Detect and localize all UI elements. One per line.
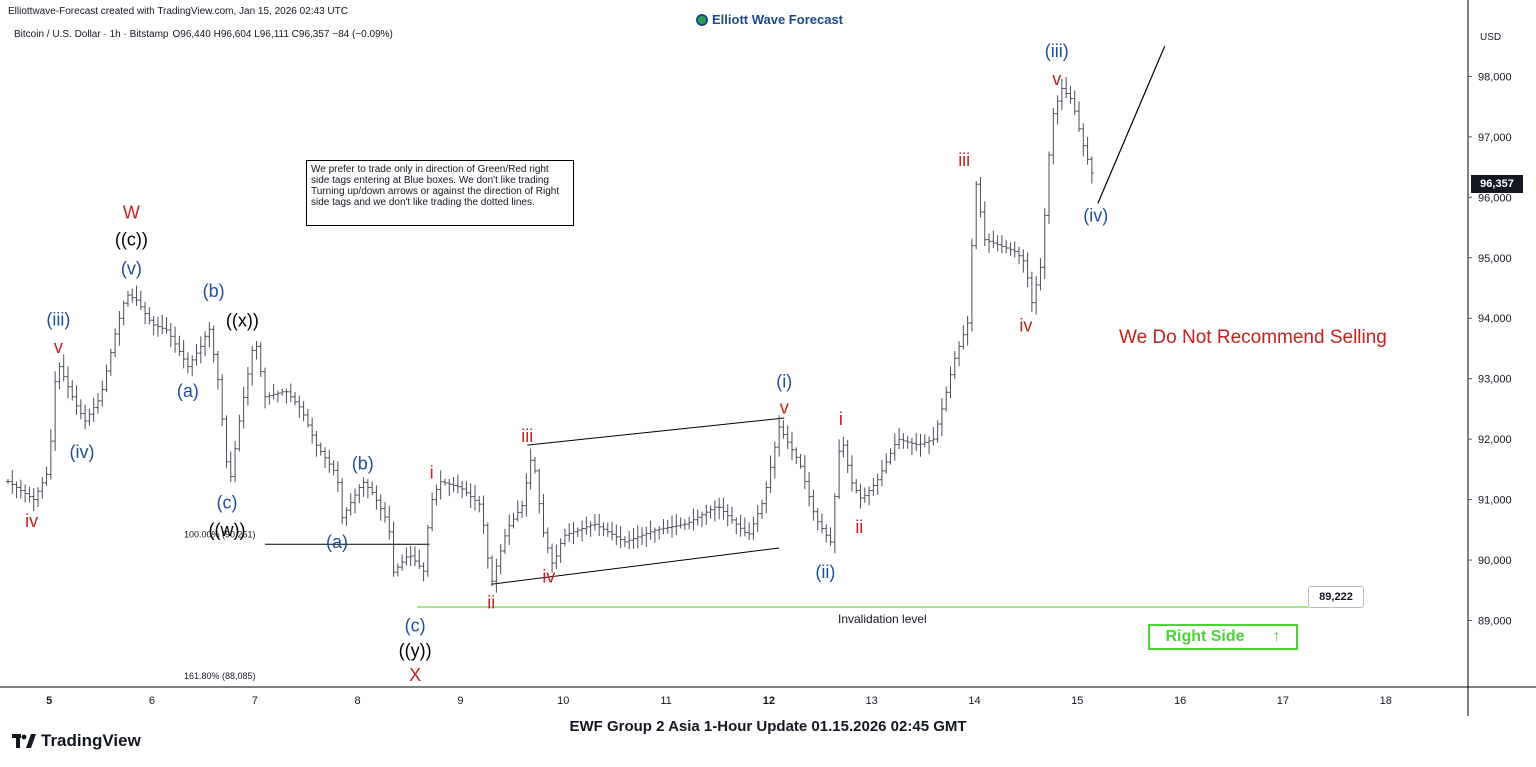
wave-label: (a): [326, 532, 348, 552]
wave-label: ii: [855, 517, 863, 537]
wave-label: iii: [958, 150, 970, 170]
x-tick-label: 15: [1071, 695, 1083, 707]
x-tick-label: 11: [660, 695, 671, 707]
wave-labels: ivv(iii)(iv)(v)((c))W(a)(b)((x))(c)((w))…: [25, 41, 1108, 685]
wave-label: ((w)): [209, 520, 246, 540]
y-tick-label: 98,000: [1478, 71, 1512, 83]
candles: [6, 76, 1094, 593]
wave-label: (i): [776, 372, 792, 392]
y-tick-label: 93,000: [1478, 374, 1512, 386]
y-tick-label: 94,000: [1478, 313, 1512, 325]
ewf-logo: Elliott Wave Forecast: [696, 12, 843, 27]
wave-label: iv: [25, 511, 38, 531]
symbol-name: Bitcoin / U.S. Dollar · 1h · Bitstamp: [14, 29, 169, 40]
right-side-label: Right Side: [1165, 628, 1245, 645]
channel-line: [527, 417, 785, 446]
wave-label: i: [430, 462, 434, 482]
wave-label: (ii): [815, 562, 835, 582]
x-tick-label: 12: [763, 695, 775, 707]
trading-note: We prefer to trade only in direction of …: [306, 160, 574, 226]
wave-label: ((x)): [226, 311, 259, 331]
y-tick-label: 89,000: [1478, 616, 1512, 628]
wave-label: (a): [177, 381, 199, 401]
symbol-info: Bitcoin / U.S. Dollar · 1h · Bitstamp O9…: [14, 29, 393, 40]
wave-label: iv: [1019, 315, 1032, 335]
wave-label: v: [1052, 69, 1061, 89]
annotation-lines: Invalidation level 100.00% (90,261) 161.80…: [184, 45, 1319, 681]
wave-label: (c): [405, 615, 426, 635]
x-tick-label: 18: [1380, 695, 1392, 707]
ewf-brand: Elliott Wave Forecast: [712, 12, 843, 27]
x-tick-label: 13: [866, 695, 878, 707]
x-tick-label: 7: [252, 695, 258, 707]
x-tick-label: 14: [968, 695, 980, 707]
chart-credit: Elliottwave-Forecast created with Tradin…: [8, 6, 348, 17]
invalidation-price-tag: 89,222: [1308, 586, 1364, 608]
last-price-label: 96,357: [1471, 175, 1523, 193]
fib-100-label: 100.00% (90,261): [184, 529, 256, 539]
wave-label: ((c)): [115, 230, 148, 250]
wave-label: (iii): [1045, 41, 1069, 61]
y-tick-label: 91,000: [1478, 495, 1512, 507]
tradingview-icon: [12, 734, 36, 748]
wave-label: ii: [487, 592, 495, 612]
wave-label: v: [780, 398, 789, 418]
y-tick-label: 92,000: [1478, 434, 1512, 446]
x-tick-label: 9: [457, 695, 463, 707]
wave-label: iii: [521, 426, 533, 446]
x-tick-label: 16: [1174, 695, 1186, 707]
wave-label: v: [54, 337, 63, 357]
x-tick-label: 10: [557, 695, 569, 707]
fib-161-label: 161.80% (88,085): [184, 671, 256, 681]
y-tick-label: 96,000: [1478, 192, 1512, 204]
x-tick-label: 6: [149, 695, 155, 707]
x-tick-label: 8: [355, 695, 361, 707]
wave-label: (iii): [46, 309, 70, 329]
tradingview-brand: TradingView: [41, 731, 141, 750]
wave-label: ((y)): [399, 641, 432, 661]
wave-label: W: [123, 202, 140, 222]
wave-label: (v): [121, 259, 142, 279]
ohlc-values: O96,440 H96,604 L96,111 C96,357 −84 (−0.…: [172, 29, 393, 40]
invalidation-label: Invalidation level: [838, 612, 927, 626]
wave-label: X: [409, 665, 421, 685]
x-tick-label: 17: [1277, 695, 1289, 707]
y-tick-label: 90,000: [1478, 555, 1512, 567]
right-side-tag: Right Side ↑: [1148, 624, 1298, 650]
wave-label: (iv): [1083, 205, 1108, 225]
y-tick-label: 95,000: [1478, 253, 1512, 265]
wave-label: (b): [203, 281, 225, 301]
globe-icon: [696, 13, 708, 26]
tradingview-logo[interactable]: TradingView: [12, 731, 141, 751]
axes: 89,000 90,000 91,000 92,000 93,000 94,000 95,0…: [0, 0, 1536, 716]
wave-label: iv: [542, 566, 555, 586]
x-tick-label: 5: [46, 695, 52, 707]
wave-label: (c): [217, 493, 238, 513]
currency-label: USD: [1480, 32, 1502, 43]
y-tick-label: 97,000: [1478, 132, 1512, 144]
projection-line: [1097, 45, 1166, 204]
wave-label: (iv): [70, 442, 95, 462]
up-arrow-icon: ↑: [1272, 628, 1281, 645]
wave-label: (b): [352, 453, 374, 473]
update-title: EWF Group 2 Asia 1-Hour Update 01.15.202…: [569, 718, 967, 735]
warning-text: We Do Not Recommend Selling: [1119, 327, 1387, 348]
wave-label: i: [839, 409, 843, 429]
channel-line: [491, 547, 780, 585]
